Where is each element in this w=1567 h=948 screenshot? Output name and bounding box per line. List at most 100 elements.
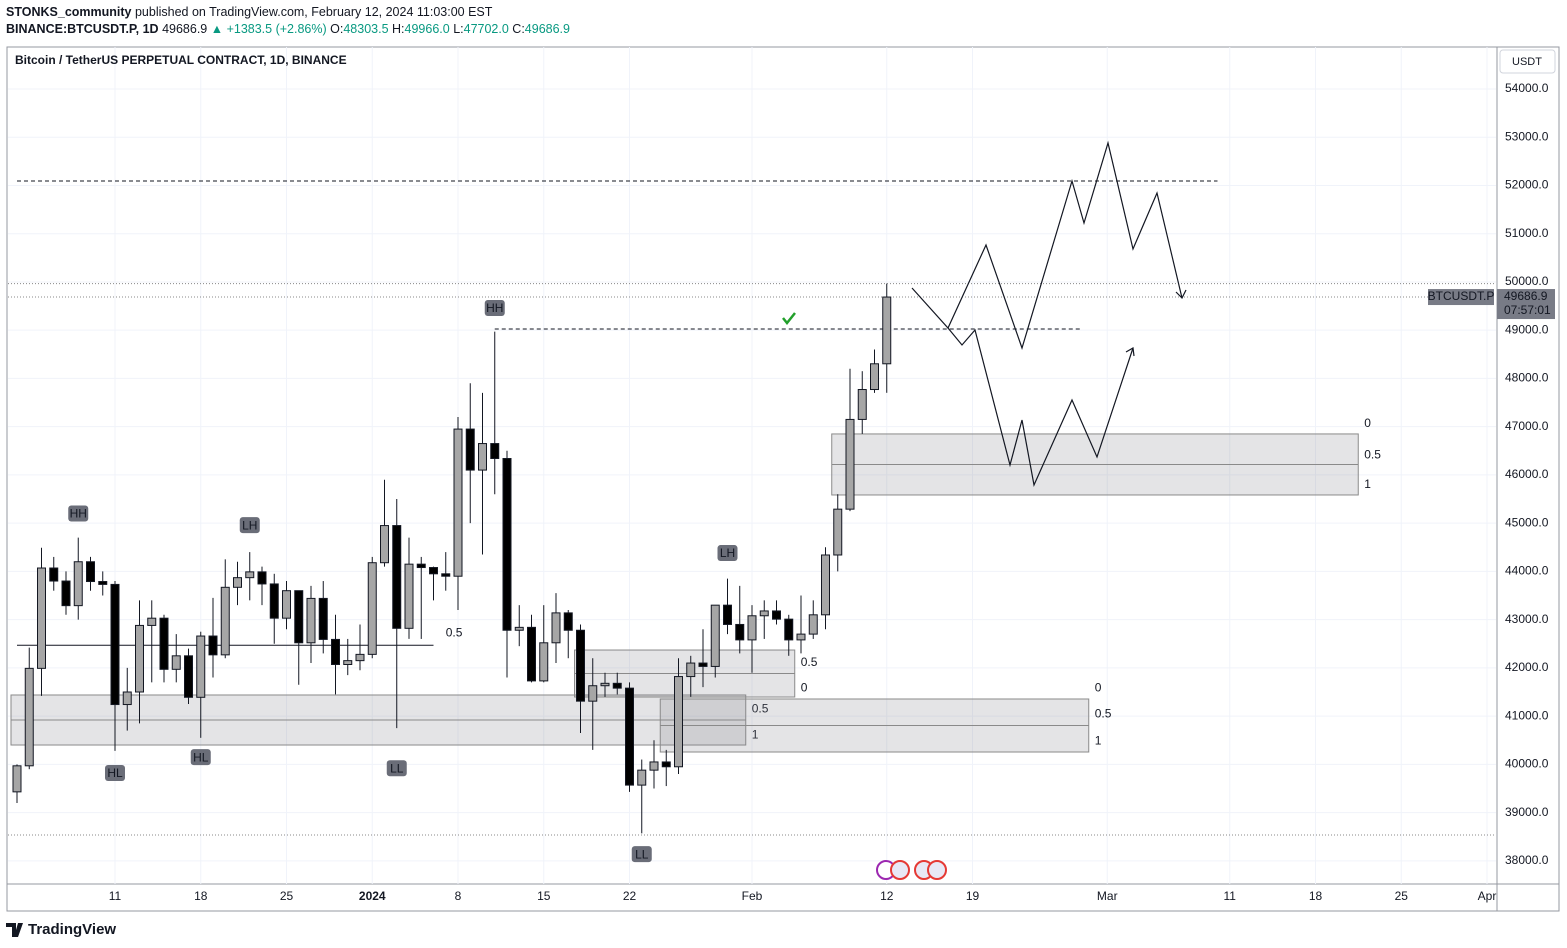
pivot-badge (717, 545, 738, 562)
currency-button[interactable] (1499, 49, 1556, 74)
zone-label: 0.5 (801, 655, 818, 669)
candle-body (343, 660, 353, 665)
pivot-badge (190, 749, 211, 766)
candle-body (747, 615, 757, 641)
y-tick-label: 46000.0 (1505, 467, 1549, 481)
y-tick-label: 53000.0 (1505, 129, 1549, 143)
candle-body (845, 418, 855, 510)
pivot-label: HL (193, 750, 209, 764)
ohlc-value: 49966.0 (405, 22, 450, 36)
pivot-label: HL (107, 766, 123, 780)
published: published on TradingView.com, February 1… (135, 5, 493, 19)
candle-body (759, 610, 769, 617)
x-tick-label: 12 (880, 889, 894, 903)
y-tick-label: 50000.0 (1505, 274, 1549, 288)
x-tick-label: Feb (742, 889, 763, 903)
candle-body (110, 583, 120, 706)
candle-body (490, 443, 500, 460)
x-tick-label: 19 (966, 889, 980, 903)
symbol: BINANCE:BTCUSDT.P, 1D (6, 22, 159, 36)
candle-body (208, 635, 218, 656)
candle-body (821, 554, 830, 616)
pivot-badge (631, 846, 652, 863)
candle-body (465, 428, 475, 471)
x-tick-label: 8 (455, 889, 462, 903)
ohlc-key: H: (392, 22, 405, 36)
pivot-badge (105, 765, 125, 782)
brand-logo (6, 923, 23, 937)
y-tick-label: 49000.0 (1505, 322, 1549, 336)
candle-body (625, 687, 634, 786)
pivot-badge (386, 760, 407, 777)
candle-body (612, 682, 622, 689)
zone-label: 1 (1095, 733, 1102, 747)
candle-body (98, 581, 108, 585)
pivot-label: LL (390, 761, 404, 775)
author-line: STONKS_community published on TradingVie… (6, 5, 493, 19)
candle-body (355, 653, 365, 662)
projection-paths (911, 140, 1187, 488)
currency[interactable]: USDT (1512, 56, 1542, 68)
candle-body (784, 618, 794, 641)
projection-up (911, 140, 1183, 350)
candle-body (723, 604, 732, 625)
candle-body (159, 617, 169, 670)
chart-frame (6, 46, 1560, 912)
brand-name: TradingView (28, 921, 116, 938)
author: STONKS_community (6, 5, 132, 19)
candle-body (698, 662, 708, 667)
event-icon (890, 860, 910, 880)
symbol-line: BINANCE:BTCUSDT.P, 1D 49686.9 ▲ +1383.5 … (6, 22, 570, 36)
ohlc-value: 48303.5 (343, 22, 388, 36)
candle-body (453, 428, 463, 577)
y-tick-label: 43000.0 (1505, 612, 1549, 626)
zone-label: 0 (1364, 416, 1371, 430)
candle-body (404, 563, 414, 629)
candle-body (539, 642, 549, 682)
candle-body (808, 614, 818, 635)
candle-body (306, 597, 316, 644)
candle-body (882, 296, 892, 365)
candle-body (661, 761, 671, 768)
candle-body (674, 676, 683, 768)
pivot-label: LH (720, 546, 735, 560)
chart-title: Bitcoin / TetherUS PERPETUAL CONTRACT, 1… (15, 53, 347, 67)
candle-body (735, 623, 745, 641)
zone-label: 0.5 (1095, 706, 1112, 720)
candle-body (122, 691, 132, 706)
levels (8, 180, 1496, 836)
x-tick-label: 22 (623, 889, 637, 903)
candle-body (527, 626, 536, 682)
candle-body (12, 765, 22, 793)
last-price: 49686.9 (162, 22, 207, 36)
candle-body (282, 590, 291, 619)
candle-body (380, 525, 389, 564)
candle-body (294, 590, 304, 644)
x-tick-label: 25 (280, 889, 294, 903)
candle-body (686, 662, 696, 678)
brand: TradingView (6, 921, 116, 938)
y-tick-label: 41000.0 (1505, 708, 1549, 722)
candle-body (233, 577, 242, 588)
pivot-label: HH (486, 301, 503, 315)
ohlc-key: C: (512, 22, 525, 36)
x-tick-label: 11 (1224, 889, 1237, 903)
candle-body (563, 612, 573, 631)
ohlc-value: 49686.9 (525, 22, 570, 36)
pivot-badge (68, 505, 89, 522)
candle-body (86, 561, 95, 583)
candle-body (600, 682, 610, 687)
pivot-badge (484, 299, 505, 316)
candle-body (796, 633, 806, 641)
y-tick-label: 38000.0 (1505, 853, 1549, 867)
candle-body (429, 567, 438, 575)
y-tick-label: 47000.0 (1505, 419, 1549, 433)
candle-body (870, 363, 879, 391)
candle-body (367, 562, 377, 655)
arrow-head (1125, 347, 1135, 357)
candle-body (49, 567, 59, 582)
ohlc-key: O: (330, 22, 343, 36)
x-tick-label: 2024 (359, 889, 386, 903)
